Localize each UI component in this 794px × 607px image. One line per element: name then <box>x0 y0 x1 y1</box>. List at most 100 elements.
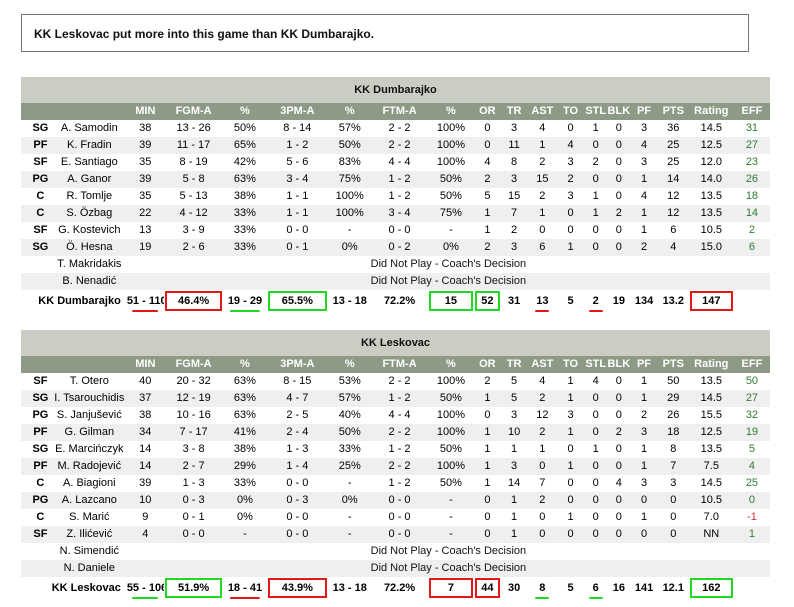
stat-cell: 0 <box>557 205 584 222</box>
stat-cell: 8 - 15 <box>266 373 329 390</box>
stat-cell: 1 <box>557 373 584 390</box>
stat-cell: 7 <box>527 475 558 492</box>
stat-cell: 1 - 2 <box>371 171 428 188</box>
stat-cell: 1 <box>630 390 658 407</box>
totals-cell: 5 <box>557 290 584 312</box>
totals-cell: 51 - 110 <box>126 290 164 312</box>
stat-cell: 0 <box>557 222 584 239</box>
stat-cell: 0 <box>607 458 631 475</box>
stat-cell: 14 <box>500 475 528 492</box>
stat-cell: 40% <box>328 407 372 424</box>
stat-cell: 22 <box>126 205 164 222</box>
totals-team-name: KK Leskovac <box>21 577 127 599</box>
position-cell: SF <box>21 526 52 543</box>
stat-cell: 0 <box>583 475 608 492</box>
stat-cell: 2 <box>500 222 528 239</box>
totals-cell: 19 <box>607 290 631 312</box>
stat-cell: 15.0 <box>688 239 734 256</box>
stat-cell: 2 <box>527 154 558 171</box>
totals-cell: 147 <box>688 290 734 312</box>
stat-cell: 8 <box>500 154 528 171</box>
stat-cell: 100% <box>427 154 475 171</box>
stat-cell: 3 - 9 <box>163 222 224 239</box>
column-header: % <box>328 356 372 373</box>
totals-cell: 30 <box>500 577 528 599</box>
stat-cell: 3 - 4 <box>266 171 329 188</box>
stat-cell: 4 <box>630 137 658 154</box>
column-header: PF <box>630 103 658 120</box>
stat-cell: 1 <box>557 509 584 526</box>
stat-cell: 1 <box>583 441 608 458</box>
stat-cell: 12 - 19 <box>163 390 224 407</box>
stat-cell: 0 <box>527 509 558 526</box>
stat-cell: 29 <box>657 390 689 407</box>
stat-cell: 4 <box>474 154 501 171</box>
column-header: 3PM-A <box>266 356 329 373</box>
column-header: EFF <box>733 356 770 373</box>
player-row: SG E. Marcińczyk 14 3 - 8 38% 1 - 3 33% 1 - 2 50… <box>21 441 770 458</box>
stat-cell: 50% <box>427 390 475 407</box>
stat-cell: 1 <box>630 509 658 526</box>
eff-cell: 19 <box>733 424 770 441</box>
stat-cell: 0 <box>607 239 631 256</box>
column-header <box>51 356 127 373</box>
stat-cell: 26 <box>657 407 689 424</box>
player-name-cell: M. Radojević <box>51 458 127 475</box>
position-cell <box>21 273 52 290</box>
stat-cell: 3 <box>500 171 528 188</box>
stat-cell: 2 - 2 <box>371 373 428 390</box>
stat-cell: 0 <box>583 239 608 256</box>
stat-cell: 5 - 8 <box>163 171 224 188</box>
stat-cell: 1 - 3 <box>266 441 329 458</box>
player-name-cell: E. Marcińczyk <box>51 441 127 458</box>
totals-cell: 13.2 <box>657 290 689 312</box>
stat-cell: 0% <box>223 492 267 509</box>
player-name-cell: T. Otero <box>51 373 127 390</box>
stat-cell: 4 <box>607 475 631 492</box>
stat-cell: 100% <box>427 373 475 390</box>
stat-cell: 3 <box>500 120 528 137</box>
column-header: % <box>427 103 475 120</box>
stat-cell: 1 <box>474 424 501 441</box>
stat-cell: 15 <box>500 188 528 205</box>
totals-cell: 13 - 18 <box>328 577 372 599</box>
eff-cell: 27 <box>733 390 770 407</box>
player-row: C S. Marić 9 0 - 1 0% 0 - 0-0 - 0-0 1 0 1 0 0 1 0 7.0… <box>21 509 770 526</box>
stat-cell: 14 <box>126 441 164 458</box>
player-row: PF M. Radojević 14 2 - 7 29% 1 - 4 25% 2 - 2 100… <box>21 458 770 475</box>
position-cell: PG <box>21 492 52 509</box>
stat-cell: 13 - 26 <box>163 120 224 137</box>
totals-cell: 5 <box>557 577 584 599</box>
stat-cell: 15 <box>527 171 558 188</box>
stat-cell: 4 <box>657 239 689 256</box>
stat-cell: - <box>427 526 475 543</box>
stat-cell: 25 <box>657 154 689 171</box>
position-cell <box>21 256 52 273</box>
stat-cell: 0 - 3 <box>163 492 224 509</box>
player-row: PG S. Janjušević 38 10 - 16 63% 2 - 5 40% 4 - 4… <box>21 407 770 424</box>
stat-cell: - <box>223 526 267 543</box>
stat-cell: 0 <box>474 407 501 424</box>
position-cell <box>21 543 52 560</box>
stat-cell: 3 <box>630 475 658 492</box>
stat-cell: 5 - 13 <box>163 188 224 205</box>
stat-cell: 4 <box>527 373 558 390</box>
stat-cell: 33% <box>223 205 267 222</box>
stat-cell: 2 <box>630 239 658 256</box>
stat-cell: 14 <box>657 171 689 188</box>
stat-cell: 3 - 4 <box>371 205 428 222</box>
player-name-cell: S. Marić <box>51 509 127 526</box>
stat-cell: 50% <box>328 424 372 441</box>
headline-box: KK Leskovac put more into this game than… <box>21 14 749 52</box>
position-cell: PF <box>21 458 52 475</box>
totals-cell: 52 <box>474 290 501 312</box>
totals-cell: 162 <box>688 577 734 599</box>
stat-cell: 12 <box>657 205 689 222</box>
stat-cell: 12 <box>527 407 558 424</box>
stat-cell: 0 <box>607 171 631 188</box>
stat-cell: 0 <box>474 509 501 526</box>
column-header: FTM-A <box>371 356 428 373</box>
player-row: SG A. Samodin 38 13 - 26 50% 8 - 14 57% 2 - 2 10… <box>21 120 770 137</box>
stat-cell: 33% <box>223 475 267 492</box>
stat-cell: 50% <box>427 475 475 492</box>
